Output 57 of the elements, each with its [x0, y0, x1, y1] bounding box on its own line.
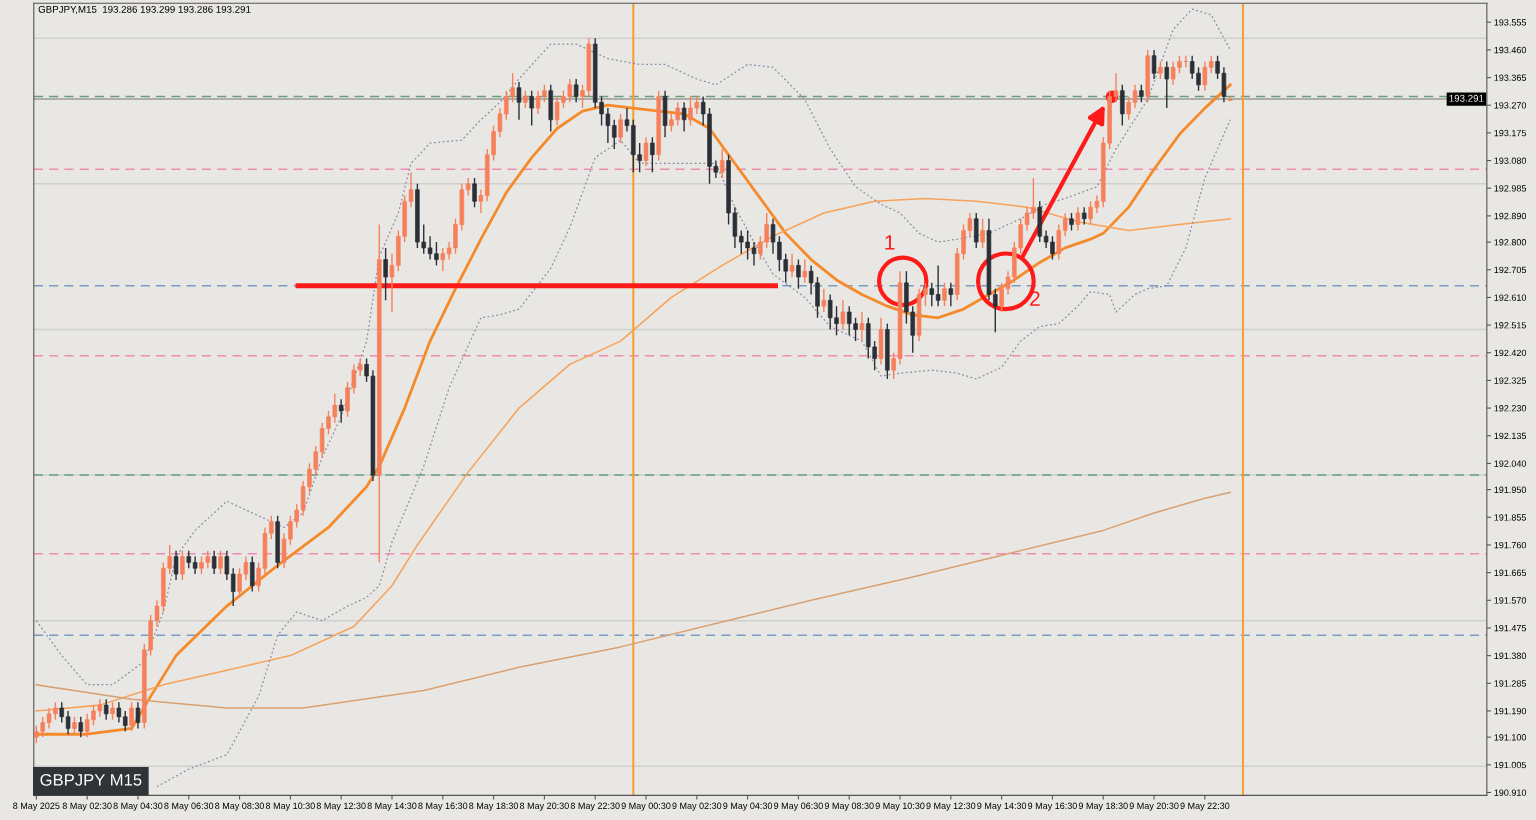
x-tick-label: 8 May 16:30 — [418, 802, 468, 811]
y-tick-label: 191.005 — [1494, 761, 1527, 769]
y-tick-label: 192.985 — [1494, 185, 1527, 192]
y-tick-label: 191.100 — [1494, 734, 1527, 741]
ref-line-label: 193.291 — [1449, 94, 1484, 102]
y-tick-label: 191.475 — [1494, 624, 1527, 632]
y-tick-label: 193.365 — [1494, 74, 1527, 81]
y-tick-label: 193.080 — [1494, 157, 1527, 164]
y-tick-label: 193.555 — [1494, 19, 1527, 26]
x-tick-label: 8 May 08:30 — [215, 802, 265, 811]
x-tick-label: 8 May 2025 — [13, 802, 60, 811]
x-tick-label: 8 May 04:30 — [113, 802, 163, 811]
y-tick-label: 191.190 — [1494, 707, 1527, 715]
x-tick-label: 8 May 22:30 — [570, 802, 620, 811]
y-tick-label: 191.665 — [1494, 569, 1527, 576]
y-tick-label: 191.570 — [1494, 597, 1527, 604]
x-tick-label: 8 May 18:30 — [469, 802, 519, 811]
y-tick-label: 191.760 — [1494, 541, 1527, 549]
y-tick-label: 192.515 — [1494, 322, 1527, 329]
x-tick-label: 9 May 12:30 — [926, 802, 976, 811]
y-tick-label: 191.950 — [1494, 486, 1527, 493]
y-tick-label: 191.855 — [1494, 514, 1527, 521]
x-tick-label: 9 May 06:30 — [774, 802, 823, 811]
y-tick-label: 192.230 — [1494, 405, 1527, 412]
y-tick-label: 192.800 — [1494, 239, 1527, 246]
annotation: GBPJPY M15 — [40, 773, 142, 786]
x-tick-label: 9 May 18:30 — [1078, 802, 1128, 811]
x-tick-label: 9 May 04:30 — [723, 802, 773, 811]
y-tick-label: 192.135 — [1494, 432, 1527, 440]
x-tick-label: 9 May 20:30 — [1129, 802, 1179, 811]
x-tick-label: 9 May 16:30 — [1028, 802, 1077, 811]
x-tick-label: 9 May 00:30 — [621, 802, 671, 811]
x-tick-label: 9 May 22:30 — [1180, 802, 1230, 811]
y-tick-label: 193.175 — [1494, 129, 1527, 137]
x-tick-label: 8 May 02:30 — [62, 802, 112, 811]
y-tick-label: 190.910 — [1494, 789, 1527, 796]
annotation: 1 — [885, 235, 895, 250]
chart-title: GBPJPY,M15 193.286 193.299 193.286 193.291 — [38, 5, 251, 14]
y-tick-label: 192.610 — [1494, 294, 1527, 301]
y-tick-label: 192.040 — [1494, 460, 1527, 467]
x-tick-label: 8 May 20:30 — [519, 802, 569, 811]
x-tick-label: 9 May 08:30 — [824, 802, 874, 811]
x-tick-label: 9 May 02:30 — [672, 802, 722, 811]
y-tick-label: 192.420 — [1494, 349, 1527, 357]
x-tick-label: 9 May 14:30 — [977, 802, 1027, 811]
x-tick-label: 8 May 12:30 — [316, 802, 366, 811]
y-tick-label: 191.285 — [1494, 680, 1527, 687]
y-tick-label: 193.270 — [1494, 102, 1527, 109]
y-tick-label: 191.380 — [1494, 652, 1527, 659]
y-tick-label: 192.705 — [1494, 266, 1527, 274]
y-tick-label: 193.460 — [1494, 46, 1527, 54]
x-tick-label: 8 May 14:30 — [367, 802, 417, 811]
y-tick-label: 192.325 — [1494, 377, 1527, 384]
x-tick-label: 9 May 10:30 — [875, 802, 925, 811]
y-tick-label: 192.890 — [1494, 212, 1527, 220]
x-tick-label: 8 May 06:30 — [164, 802, 214, 811]
x-tick-label: 8 May 10:30 — [265, 802, 315, 811]
